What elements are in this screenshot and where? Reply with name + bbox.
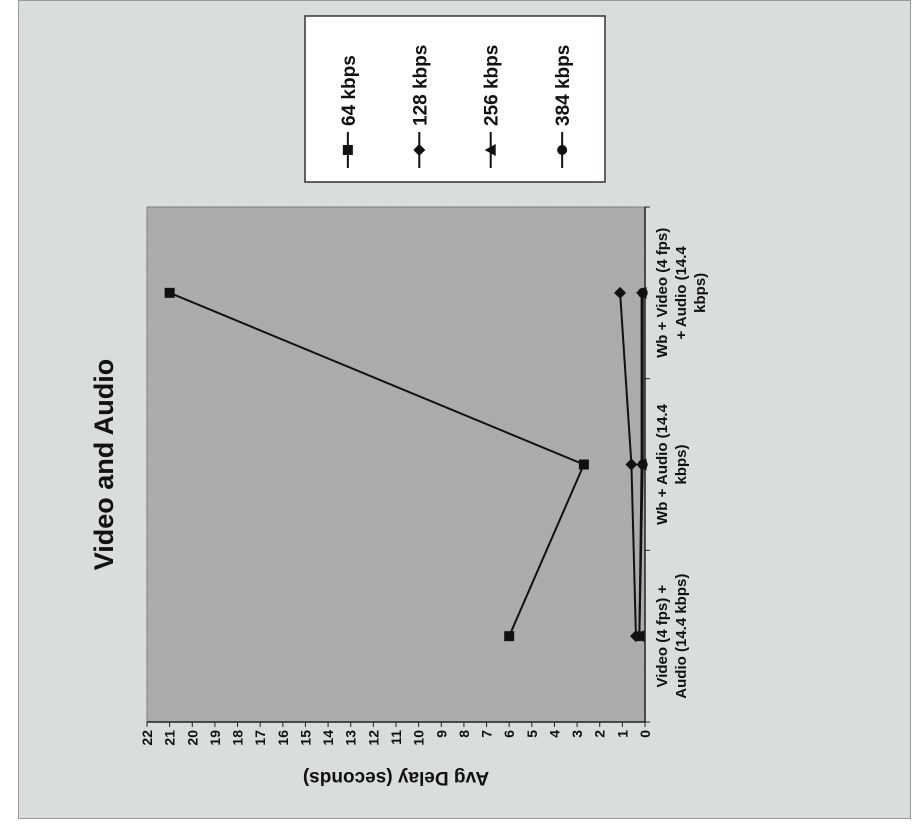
y-tick-label: 22 bbox=[139, 730, 155, 746]
y-tick-label: 1 bbox=[614, 730, 630, 738]
y-tick-label: 3 bbox=[569, 730, 585, 738]
y-tick-label: 11 bbox=[388, 730, 404, 745]
y-tick-label: 13 bbox=[343, 730, 359, 746]
data-point-s0-0 bbox=[504, 631, 514, 641]
x-category-label: Wb + Video (4 fps) bbox=[654, 228, 671, 358]
y-tick-label: 16 bbox=[275, 730, 291, 746]
x-category-label: kbps) bbox=[673, 444, 690, 484]
y-tick-label: 6 bbox=[501, 730, 517, 738]
y-tick-label: 19 bbox=[207, 730, 223, 746]
y-tick-label: 4 bbox=[546, 730, 562, 738]
legend-label-2: 256 kbps bbox=[482, 45, 503, 126]
y-tick-label: 9 bbox=[433, 730, 449, 738]
y-tick-label: 17 bbox=[252, 730, 268, 746]
x-category-label: Audio (14.4 kbps) bbox=[673, 574, 690, 699]
y-tick-label: 21 bbox=[162, 730, 178, 746]
y-tick-label: 2 bbox=[592, 730, 608, 738]
y-tick-label: 15 bbox=[297, 730, 313, 746]
y-tick-label: 10 bbox=[411, 730, 427, 746]
x-category-label: Wb + Audio (14.4 bbox=[654, 403, 671, 524]
legend-label-3: 384 kbps bbox=[553, 45, 574, 126]
data-point-s0-1 bbox=[579, 460, 589, 470]
y-tick-label: 7 bbox=[479, 730, 495, 738]
legend-label-0: 64 kbps bbox=[339, 55, 360, 126]
y-tick-label: 5 bbox=[524, 730, 540, 738]
y-tick-label: 18 bbox=[230, 730, 246, 746]
x-category-label: + Audio (14.4 bbox=[673, 246, 690, 340]
plot-area-texture bbox=[147, 207, 645, 722]
legend-label-1: 128 kbps bbox=[410, 45, 431, 126]
data-point-s3-2 bbox=[638, 288, 648, 298]
y-tick-label: 8 bbox=[456, 730, 472, 738]
y-axis-label: Avg Delay (seconds) bbox=[303, 767, 489, 788]
data-point-s3-1 bbox=[638, 460, 648, 470]
data-point-s0-2 bbox=[165, 288, 175, 298]
data-point-s3-0 bbox=[634, 631, 644, 641]
legend-marker-0 bbox=[343, 145, 353, 155]
y-tick-label: 12 bbox=[365, 730, 381, 746]
chart-title: Video and Audio bbox=[89, 359, 119, 571]
y-tick-label: 0 bbox=[637, 730, 653, 738]
x-category-label: kbps) bbox=[692, 273, 709, 313]
y-tick-label: 14 bbox=[320, 730, 336, 746]
x-category-label: Video (4 fps) + bbox=[654, 585, 671, 688]
y-tick-label: 20 bbox=[184, 730, 200, 746]
legend-marker-3 bbox=[557, 145, 567, 155]
